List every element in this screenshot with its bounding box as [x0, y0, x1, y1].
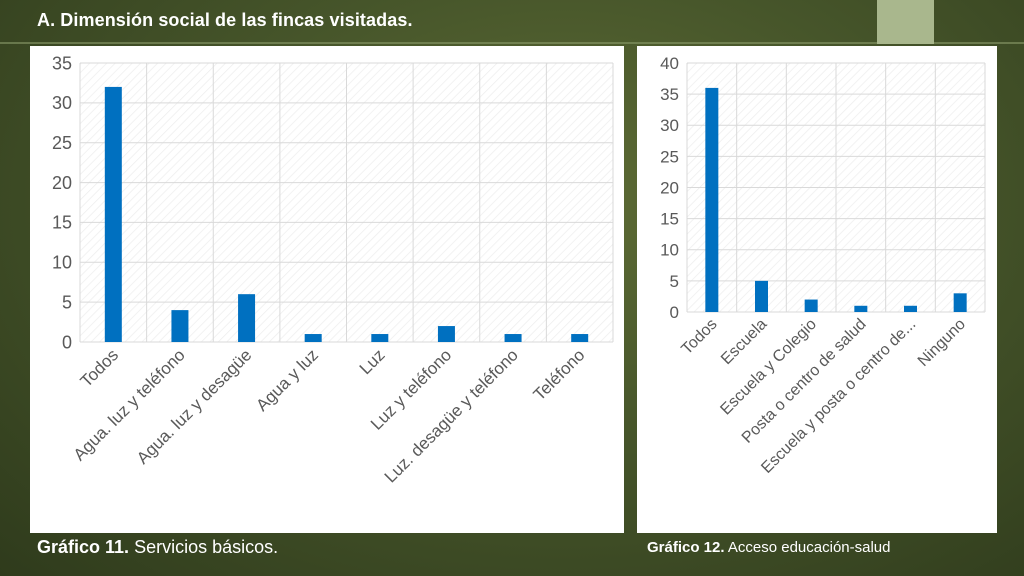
- y-tick-label: 40: [660, 54, 679, 73]
- y-tick-label: 15: [660, 210, 679, 229]
- bar: [371, 334, 389, 342]
- x-tick-label: Escuela y Colegio: [717, 316, 820, 419]
- y-tick-label: 0: [670, 303, 679, 322]
- chart-panel-acceso-educacion-salud: 0 5 10 15 20 25 30 35 40 Todos Escuela Escuela y Co…: [637, 46, 997, 533]
- bar: [104, 86, 122, 342]
- corner-accent-block: [877, 0, 934, 44]
- bar: [705, 87, 719, 313]
- chart-panel-servicios-basicos: 0 5 10 15 20 25 30 35 Todos Agua. luz y teléfono A…: [30, 46, 624, 533]
- x-tick-label: Luz. desagüe y teléfono: [381, 345, 522, 486]
- y-tick-label: 5: [62, 292, 72, 312]
- y-tick-label: 35: [660, 85, 679, 104]
- top-divider-line: [0, 42, 1024, 44]
- bar: [755, 280, 768, 312]
- caption-right-number: Gráfico 12.: [647, 539, 725, 556]
- bar: [504, 334, 522, 342]
- x-tick-label: Agua y luz: [252, 345, 322, 415]
- y-tick-label: 25: [660, 147, 679, 166]
- bar: [238, 294, 256, 342]
- x-tick-label: Todos: [77, 345, 123, 391]
- y-tick-label: 15: [52, 213, 72, 233]
- x-tick-label: Luz: [356, 345, 389, 378]
- bar: [571, 334, 589, 342]
- bar: [953, 293, 967, 312]
- bar: [804, 299, 818, 312]
- x-tick-label: Agua. luz y desagüe: [133, 345, 255, 467]
- bar: [854, 305, 868, 312]
- bar: [904, 305, 917, 312]
- x-tick-label: Agua. luz y teléfono: [70, 345, 189, 464]
- x-tick-label: Ninguno: [915, 316, 969, 370]
- bar: [437, 326, 455, 342]
- y-tick-label: 25: [52, 133, 72, 153]
- chart-caption-right: Gráfico 12. Acceso educación-salud: [647, 539, 890, 556]
- y-tick-label: 30: [52, 93, 72, 113]
- x-tick-label: Teléfono: [530, 345, 589, 404]
- y-tick-label: 20: [52, 173, 72, 193]
- y-tick-label: 35: [52, 53, 72, 73]
- y-tick-label: 20: [660, 178, 679, 197]
- chart-caption-left: Gráfico 11. Servicios básicos.: [37, 537, 278, 558]
- y-tick-label: 10: [52, 253, 72, 273]
- bar: [171, 310, 189, 342]
- y-tick-label: 10: [660, 241, 679, 260]
- bar: [304, 334, 322, 342]
- caption-right-text: Acceso educación-salud: [724, 539, 891, 556]
- x-tick-label: Todos: [678, 316, 720, 358]
- y-tick-label: 5: [670, 272, 679, 291]
- page-title: A. Dimensión social de las fincas visita…: [37, 10, 413, 30]
- y-tick-label: 0: [62, 332, 72, 352]
- y-tick-label: 30: [660, 116, 679, 135]
- caption-left-number: Gráfico 11.: [37, 537, 130, 557]
- caption-left-text: Servicios básicos.: [129, 537, 279, 557]
